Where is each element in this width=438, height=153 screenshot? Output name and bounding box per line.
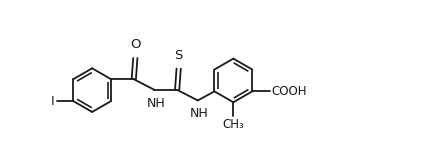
Text: NH: NH: [146, 97, 165, 110]
Text: NH: NH: [190, 107, 208, 120]
Text: O: O: [130, 38, 140, 51]
Text: I: I: [50, 95, 54, 108]
Text: CH₃: CH₃: [222, 118, 244, 131]
Text: S: S: [174, 49, 183, 62]
Text: COOH: COOH: [271, 85, 307, 98]
